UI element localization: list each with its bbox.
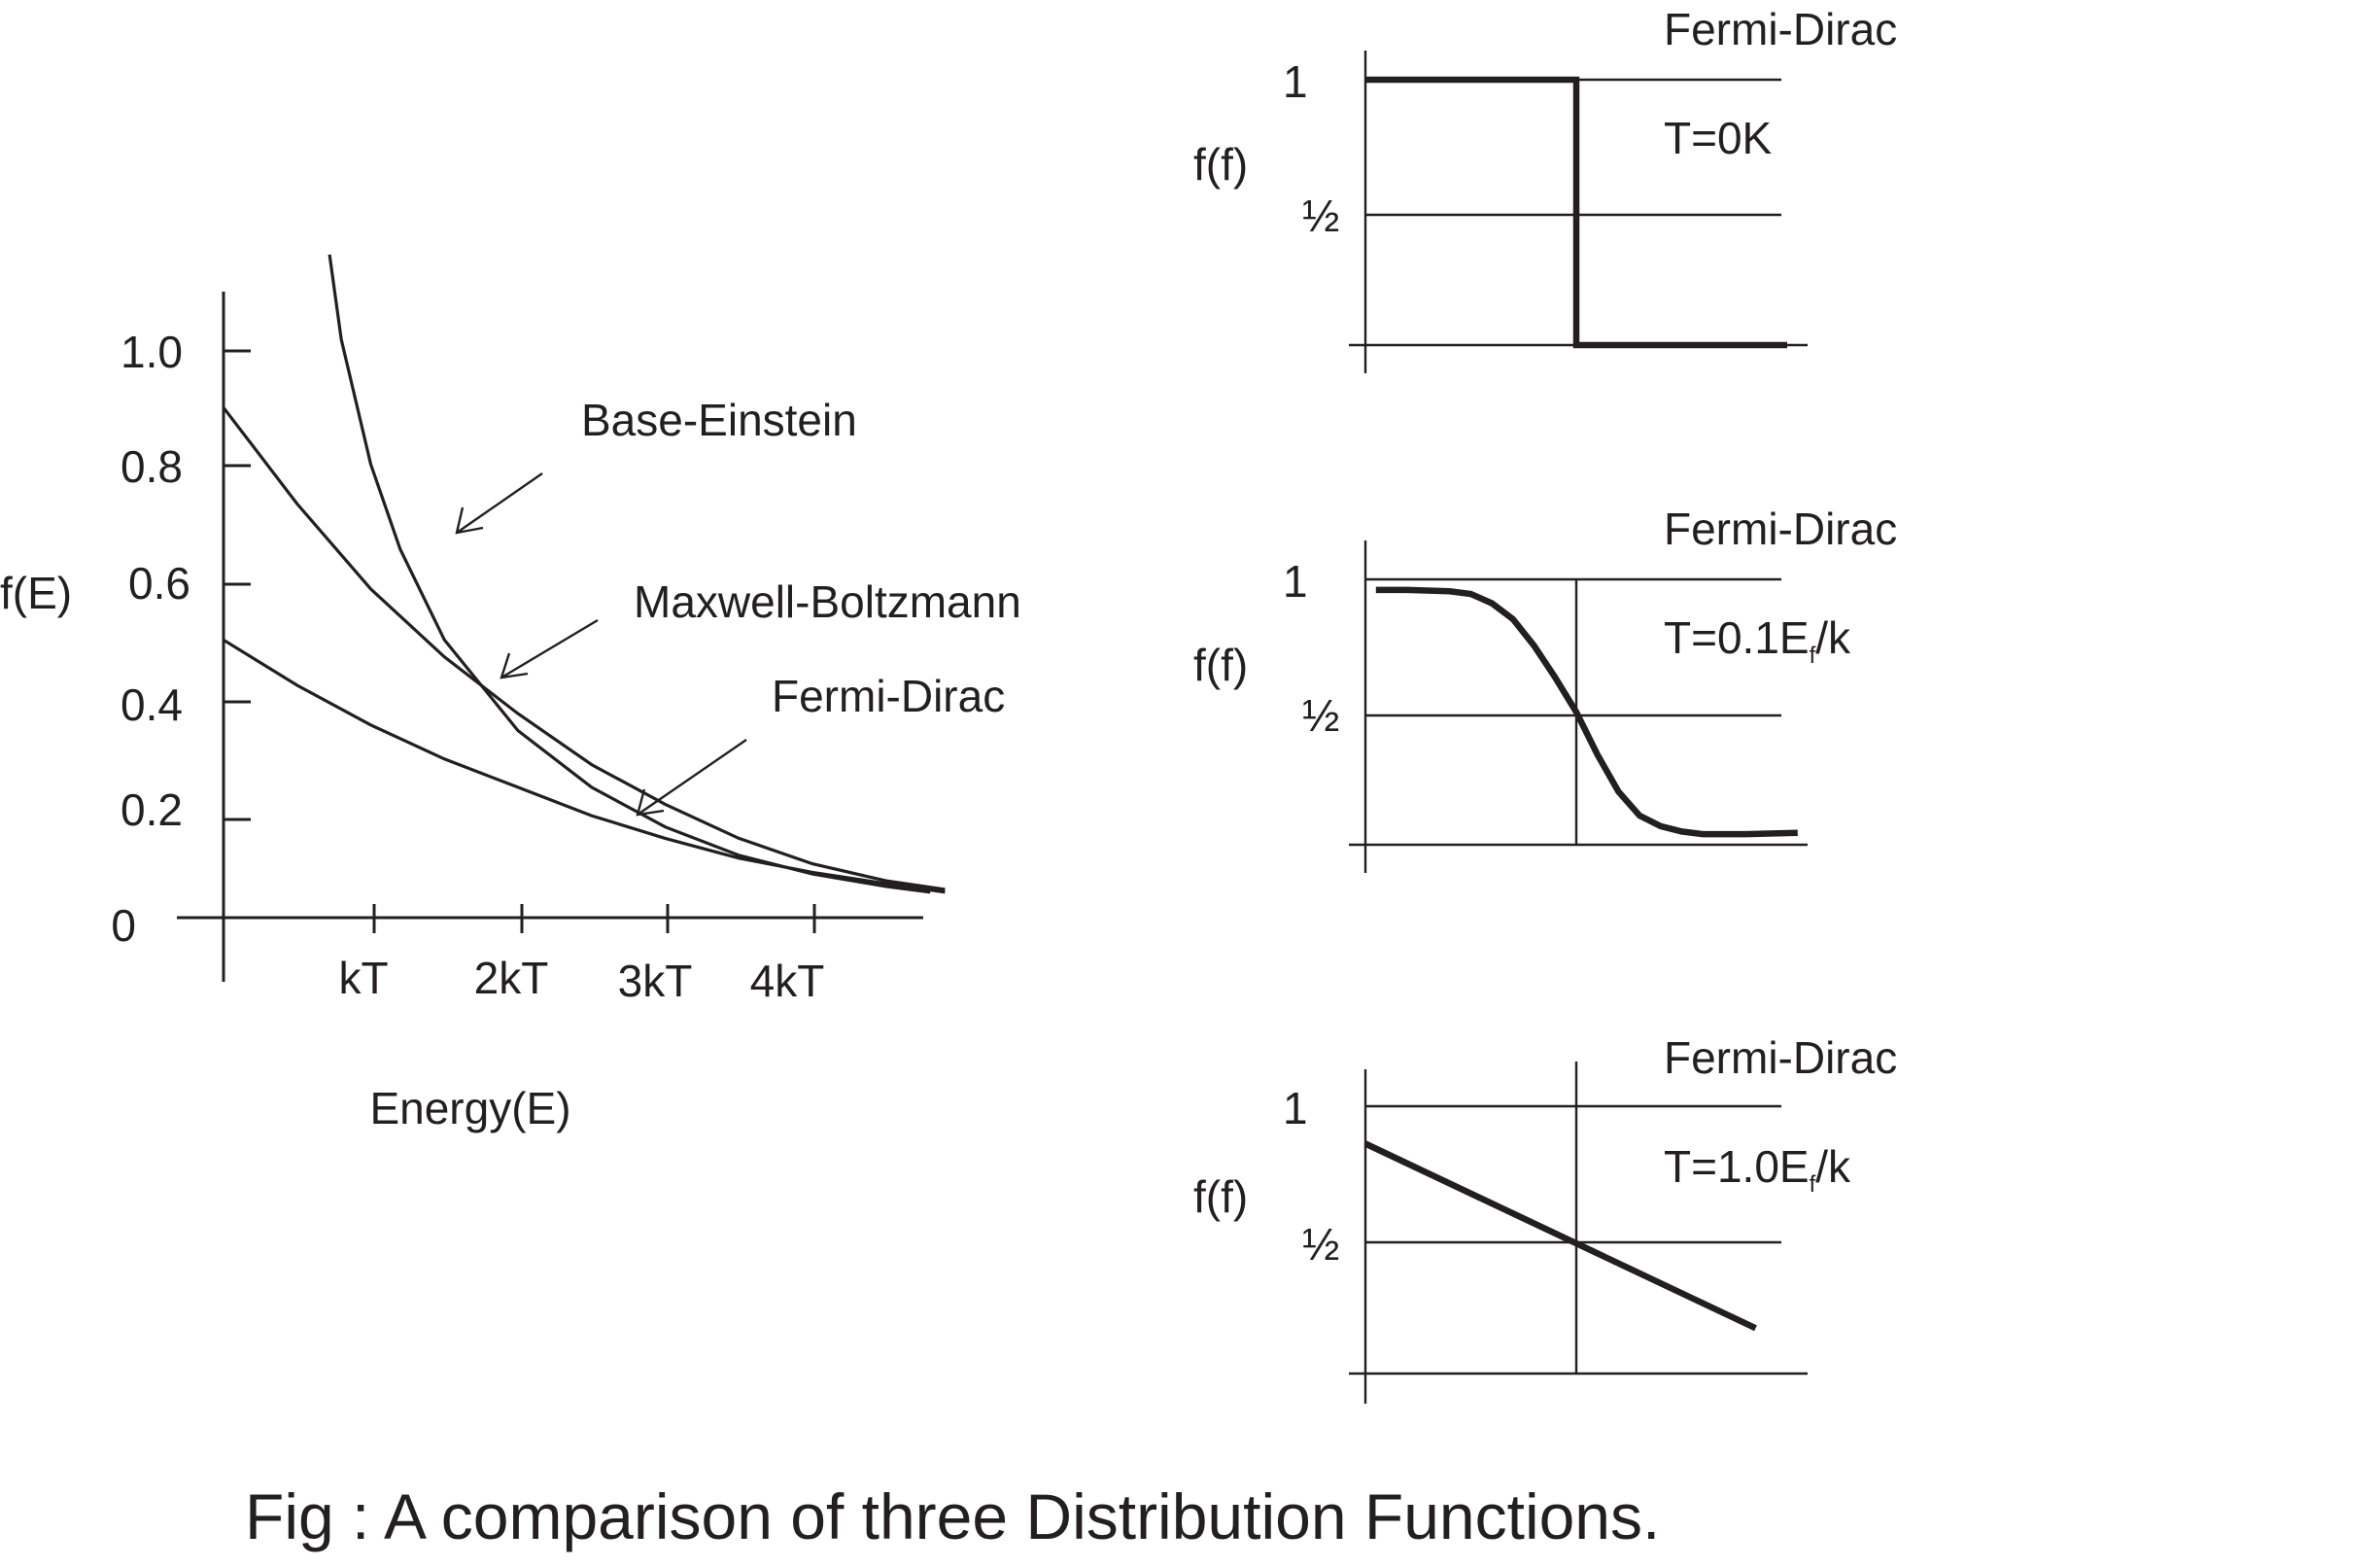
- panel2-annotation-sub: f: [1810, 643, 1816, 669]
- panel3-tick-1: 1: [1283, 1083, 1308, 1133]
- panel3-y-label: f(f): [1193, 1171, 1248, 1222]
- main-y-axis-label: f(E): [0, 568, 72, 618]
- arrow-base-einstein: [455, 472, 543, 535]
- x-tick-label-kt: kT: [338, 953, 388, 1003]
- y-tick-label-0-4: 0.4: [121, 679, 183, 730]
- panel3-annotation-main: T=1.0E: [1664, 1141, 1810, 1192]
- arrow-fermi-dirac: [636, 739, 747, 817]
- panel1-tick-1: 1: [1283, 56, 1308, 107]
- series-maxwell-boltzmann-line: [222, 406, 946, 891]
- annotation-maxwell-boltzmann: Maxwell-Boltzmann: [634, 576, 1021, 627]
- panel3-annotation-tail: /k: [1815, 1141, 1851, 1192]
- y-tick-label-0-2: 0.2: [121, 784, 183, 835]
- x-tick-label-4kt: 4kT: [750, 956, 825, 1006]
- main-chart: 1.0 0.8 0.6 0.4 0.2 0 kT 2kT 3kT 4kT f(E…: [0, 254, 1021, 1133]
- figure-caption: Fig : A comparison of three Distribution…: [245, 1480, 1660, 1552]
- panel-t01: Fermi-Dirac T=0.1Ef/k f(f) 1 ½: [1193, 504, 1897, 873]
- panel3-title: Fermi-Dirac: [1664, 1032, 1897, 1083]
- panel1-tick-half: ½: [1302, 191, 1339, 241]
- panel3-annotation: T=1.0Ef/k: [1664, 1141, 1851, 1198]
- x-tick-label-2kt: 2kT: [474, 953, 549, 1003]
- panel3-linear-line: [1363, 1140, 1757, 1332]
- annotation-fermi-dirac: Fermi-Dirac: [772, 671, 1005, 721]
- panel1-title: Fermi-Dirac: [1664, 4, 1897, 54]
- main-x-axis-label: Energy(E): [369, 1083, 570, 1133]
- panel-t0k: Fermi-Dirac T=0K f(f) 1 ½: [1193, 4, 1897, 373]
- y-tick-label-0-8: 0.8: [121, 441, 183, 492]
- y-tick-label-1-0: 1.0: [121, 327, 183, 377]
- panel1-y-label: f(f): [1193, 139, 1248, 190]
- panel2-annotation-main: T=0.1E: [1664, 612, 1810, 663]
- panel1-step-line: [1365, 76, 1787, 349]
- x-tick-label-3kt: 3kT: [618, 956, 693, 1006]
- annotation-base-einstein: Base-Einstein: [581, 395, 857, 445]
- panel2-annotation: T=0.1Ef/k: [1664, 612, 1851, 669]
- panel2-annotation-tail: /k: [1815, 612, 1851, 663]
- main-x-ticks: [372, 904, 816, 933]
- main-y-ticks: [224, 349, 251, 821]
- y-tick-label-0-6: 0.6: [128, 558, 190, 609]
- panel1-annotation: T=0K: [1664, 113, 1773, 163]
- panel-t10: Fermi-Dirac T=1.0Ef/k f(f) 1 ½: [1193, 1032, 1897, 1404]
- panel3-tick-half: ½: [1302, 1219, 1339, 1270]
- panel2-tick-half: ½: [1302, 690, 1339, 741]
- panel2-title: Fermi-Dirac: [1664, 504, 1897, 554]
- panel2-tick-1: 1: [1283, 556, 1308, 607]
- series-fermi-dirac-line: [223, 638, 946, 894]
- panel3-annotation-sub: f: [1810, 1171, 1816, 1198]
- series-base-einstein-line: [328, 254, 931, 894]
- arrow-maxwell-boltzmann: [500, 618, 599, 679]
- annotation-arrows: [455, 472, 747, 817]
- panel2-sigmoid-line: [1375, 586, 1798, 838]
- y-tick-label-0: 0: [111, 900, 136, 951]
- panel2-y-label: f(f): [1193, 640, 1248, 690]
